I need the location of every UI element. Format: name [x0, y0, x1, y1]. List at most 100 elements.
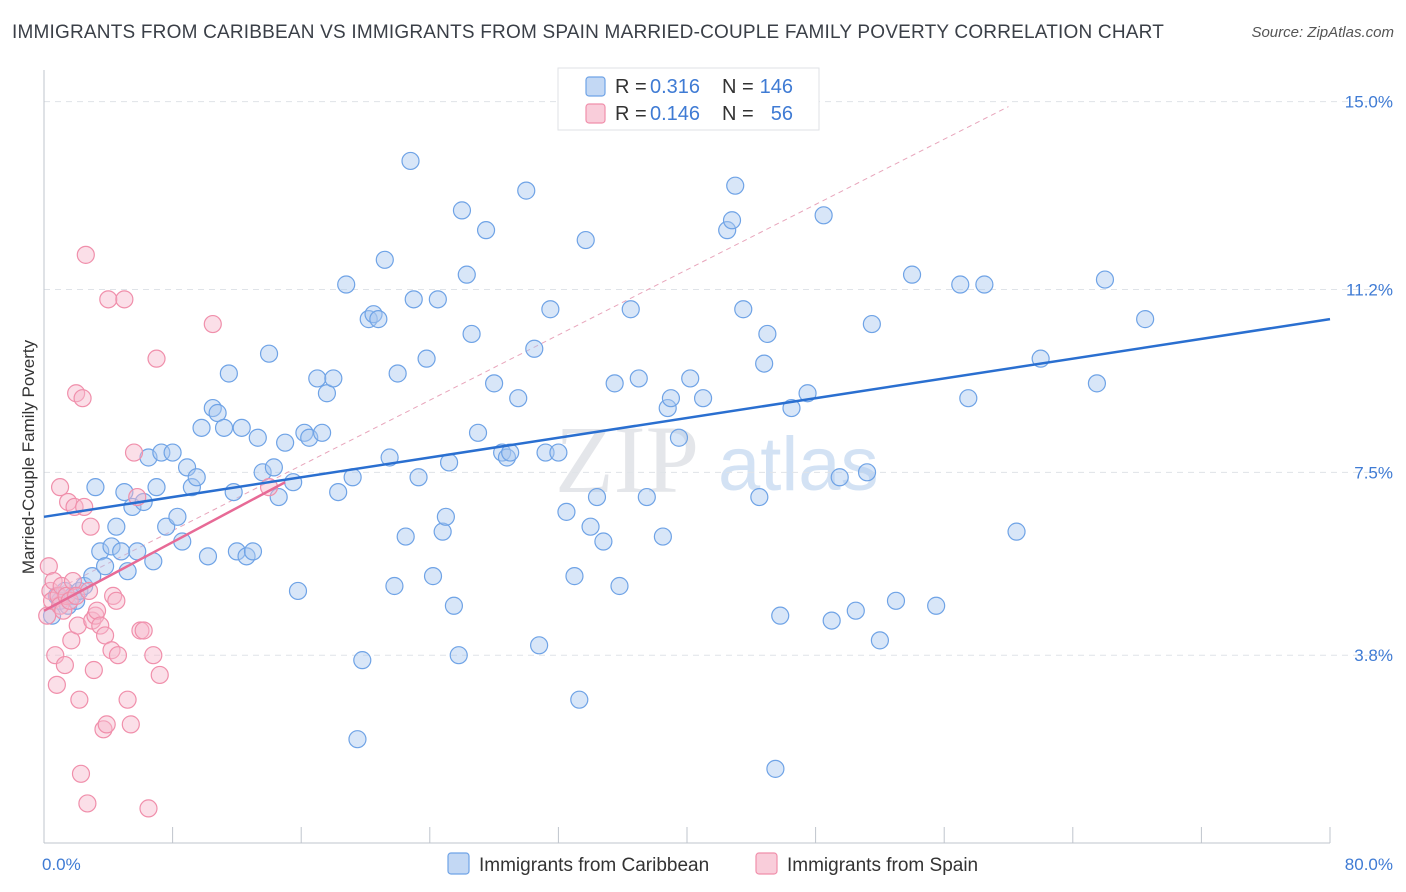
caribbean-point	[404, 290, 423, 309]
caribbean-point	[417, 349, 436, 368]
caribbean-point	[1095, 270, 1115, 289]
caribbean-point	[846, 601, 865, 620]
spain-point	[63, 571, 83, 591]
caribbean-point	[814, 206, 833, 225]
spain-point	[94, 720, 113, 739]
spain-point	[52, 576, 71, 596]
spain-point	[46, 646, 65, 665]
spain-trend-line	[43, 481, 286, 612]
caribbean-point	[497, 448, 517, 467]
series-legend: Immigrants from Caribbean Immigrants fro…	[447, 852, 978, 876]
legend-r-label-spain: R =	[615, 103, 647, 125]
caribbean-point	[276, 433, 295, 452]
watermark-zip: ZIP	[555, 406, 699, 513]
caribbean-point	[214, 418, 234, 437]
spain-point	[81, 517, 100, 536]
caribbean-point	[857, 463, 877, 482]
caribbean-point	[401, 151, 420, 171]
caribbean-point	[782, 398, 801, 418]
caribbean-point	[637, 487, 656, 507]
spain-point	[47, 675, 66, 694]
spain-point	[108, 646, 128, 665]
y-tick-label: 15.0%	[1345, 93, 1393, 112]
caribbean-point	[232, 418, 251, 437]
caribbean-point	[576, 230, 595, 250]
spain-point	[124, 443, 144, 462]
caribbean-point	[927, 596, 946, 615]
legend-swatch-caribbean	[585, 76, 606, 97]
caribbean-point	[177, 458, 197, 477]
spain-point	[68, 616, 87, 635]
caribbean-point	[530, 636, 549, 655]
watermark-atlas: atlas	[718, 422, 879, 507]
caribbean-point	[312, 423, 332, 442]
legend-r-value-spain: 0.146	[650, 103, 700, 125]
caribbean-point	[669, 428, 689, 447]
spain-point	[139, 799, 158, 818]
caribbean-point	[219, 364, 238, 383]
spain-point	[115, 290, 134, 309]
spain-point	[71, 764, 91, 783]
spain-point	[70, 690, 89, 709]
caribbean-point	[462, 324, 481, 344]
caribbean-point	[610, 576, 629, 596]
spain-point	[75, 497, 94, 517]
caribbean-point	[107, 517, 126, 536]
caribbean-point	[1007, 522, 1026, 541]
caribbean-point	[587, 487, 607, 507]
caribbean-point	[658, 398, 677, 418]
bottom-legend-label-caribbean: Immigrants from Caribbean	[479, 855, 709, 876]
caribbean-point	[396, 527, 415, 546]
caribbean-point	[661, 389, 681, 408]
caribbean-point	[337, 275, 356, 294]
caribbean-point	[112, 542, 131, 561]
caribbean-point	[681, 369, 700, 388]
y-tick-label: 11.2%	[1346, 280, 1393, 299]
caribbean-point	[452, 201, 472, 220]
caribbean-point	[549, 443, 568, 462]
caribbean-point	[525, 339, 544, 358]
caribbean-point	[86, 478, 105, 497]
caribbean-point	[375, 250, 394, 269]
caribbean-point	[324, 369, 343, 388]
caribbean-point	[449, 646, 468, 665]
legend-r-label-caribbean: R =	[615, 76, 647, 98]
bottom-legend-label-spain: Immigrants from Spain	[787, 855, 978, 876]
caribbean-point	[348, 730, 367, 749]
source-label: Source: ZipAtlas.com	[1251, 24, 1394, 41]
caribbean-point	[541, 300, 560, 319]
spain-point	[91, 616, 110, 635]
caribbean-point	[822, 611, 841, 630]
caribbean-point	[902, 265, 922, 284]
caribbean-point	[433, 522, 452, 541]
spain-point	[121, 715, 140, 734]
caribbean-point	[750, 487, 769, 507]
y-tick-label: 3.8%	[1354, 646, 1393, 665]
caribbean-point	[102, 537, 121, 556]
caribbean-point	[758, 324, 777, 344]
caribbean-point	[468, 423, 488, 442]
spain-point	[203, 314, 222, 334]
legend-n-label-caribbean: N =	[722, 76, 754, 98]
caribbean-point	[423, 567, 443, 586]
caribbean-point	[771, 606, 790, 625]
caribbean-point	[369, 310, 388, 329]
caribbean-point	[308, 369, 327, 388]
caribbean-point	[798, 384, 817, 403]
legend-r-value-caribbean: 0.316	[650, 76, 700, 98]
y-tick-label: 7.5%	[1354, 463, 1393, 482]
caribbean-point	[192, 418, 211, 437]
spain-point	[147, 349, 166, 368]
spain-point	[97, 715, 116, 734]
caribbean-point	[718, 221, 737, 240]
caribbean-point	[726, 176, 745, 195]
legend-swatch-spain	[585, 103, 606, 124]
spain-point	[104, 586, 123, 605]
legend-n-value-spain: 56	[771, 103, 793, 125]
caribbean-point	[288, 581, 308, 601]
caribbean-point	[629, 369, 648, 388]
caribbean-point	[259, 344, 279, 363]
caribbean-point	[653, 527, 672, 546]
y-axis-label: Married-Couple Family Poverty	[19, 339, 38, 574]
